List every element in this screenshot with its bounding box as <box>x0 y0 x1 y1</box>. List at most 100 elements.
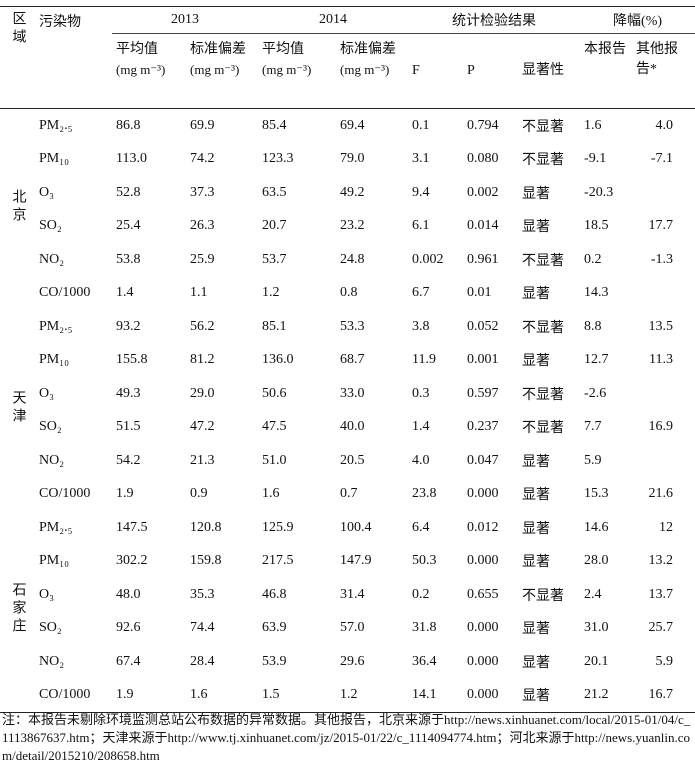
cell-value: 25.9 <box>190 251 215 267</box>
cell-value: 14.6 <box>584 519 609 535</box>
cell-value: 47.2 <box>190 419 215 435</box>
value-cell: 6.1 <box>408 210 463 244</box>
cell-value: 21.3 <box>190 452 215 468</box>
cell-value: 68.7 <box>340 352 365 368</box>
column-name: 平均值 <box>116 42 158 57</box>
value-cell: 0.001 <box>463 344 518 378</box>
group-label: 降幅(%) <box>613 14 663 29</box>
value-cell: 33.0 <box>336 377 408 411</box>
value-cell: 不显著 <box>518 109 580 143</box>
table-body: 北京 PM₂.₅ 86.8 69.9 85.4 69.4 0.1 0.794 不显著 1.6 4.0… <box>0 109 695 713</box>
cell-value: 93.2 <box>116 318 141 334</box>
cell-value: 0.8 <box>340 285 358 301</box>
pollutant-name: O₃ <box>39 184 54 200</box>
pollutant-name: NO₂ <box>39 251 65 267</box>
value-cell: 17.7 <box>632 210 695 244</box>
value-cell: 16.7 <box>632 678 695 713</box>
cell-value: 20.7 <box>262 218 287 234</box>
header-row: 区域 污染物 2013 2014 统计检验结果 降幅(%) <box>0 6 695 109</box>
pollutant-cell: O₃ <box>35 377 112 411</box>
cell-value: 29.6 <box>340 653 365 669</box>
value-cell: 31.8 <box>408 612 463 646</box>
table-row: SO₂ 92.6 74.4 63.9 57.0 31.8 0.000 显著 31.0 25.7 <box>0 612 695 646</box>
table-row: O₃ 49.3 29.0 50.6 33.0 0.3 0.597 不显著 -2.6 <box>0 377 695 411</box>
column-header: 标准偏差 (mg m⁻³) <box>186 34 258 109</box>
value-cell: 显著 <box>518 344 580 378</box>
cell-value: 不显著 <box>522 387 564 403</box>
column-name: 标准偏差 <box>190 42 246 57</box>
pollutant-name: NO₂ <box>39 452 65 468</box>
value-cell: 1.2 <box>336 678 408 713</box>
cell-value: 48.0 <box>116 586 141 602</box>
cell-value: 0.000 <box>467 687 499 703</box>
value-cell: 50.6 <box>258 377 336 411</box>
value-cell: 0.8 <box>336 277 408 311</box>
value-cell: 86.8 <box>112 109 186 143</box>
value-cell: -1.3 <box>632 243 695 277</box>
cell-value: 9.4 <box>412 184 430 200</box>
cell-value: 7.7 <box>584 419 602 435</box>
value-cell: 1.6 <box>580 109 632 143</box>
cell-value: 25.4 <box>116 218 141 234</box>
value-cell: 24.8 <box>336 243 408 277</box>
pollutant-cell: SO₂ <box>35 612 112 646</box>
value-cell: 14.6 <box>580 511 632 545</box>
value-cell: 7.7 <box>580 411 632 445</box>
value-cell: 1.6 <box>258 478 336 512</box>
cell-value: 100.4 <box>340 519 372 535</box>
value-cell: 1.9 <box>112 678 186 713</box>
cell-value: 4.0 <box>412 452 430 468</box>
value-cell: 54.2 <box>112 444 186 478</box>
value-cell: 13.7 <box>632 578 695 612</box>
value-cell: 显著 <box>518 545 580 579</box>
cell-value: 21.6 <box>648 486 674 502</box>
pollutant-name: SO₂ <box>39 218 62 234</box>
pollutant-cell: SO₂ <box>35 411 112 445</box>
value-cell: 0.9 <box>186 478 258 512</box>
cell-value: 0.002 <box>467 184 499 200</box>
cell-value: 35.3 <box>190 586 215 602</box>
value-cell: 显著 <box>518 678 581 713</box>
cell-value: 0.3 <box>412 385 430 401</box>
value-cell: 53.9 <box>258 645 336 679</box>
pollutant-header: 污染物 <box>39 15 81 30</box>
value-cell: 147.5 <box>112 511 186 545</box>
value-cell: 1.6 <box>186 678 258 713</box>
table-row: CO/1000 1.4 1.1 1.2 0.8 6.7 0.01 显著 14.3 <box>0 277 695 311</box>
table-row: PM₁₀ 155.8 81.2 136.0 68.7 11.9 0.001 显著 12.7 11.… <box>0 344 695 378</box>
value-cell: 0.002 <box>463 176 518 210</box>
pollutant-name: PM₁₀ <box>39 352 69 368</box>
group-label: 统计检验结果 <box>452 14 537 29</box>
column-unit: (mg m⁻³) <box>190 62 240 77</box>
table-row: CO/1000 1.9 0.9 1.6 0.7 23.8 0.000 显著 15.3 21.6 <box>0 478 695 512</box>
value-cell: 81.2 <box>186 344 258 378</box>
cell-value: 36.4 <box>412 653 437 669</box>
value-cell: 5.9 <box>632 645 695 679</box>
cell-value: 302.2 <box>116 553 148 569</box>
region-label: 石家庄 <box>10 582 26 636</box>
cell-value: 0.047 <box>467 452 499 468</box>
value-cell: 13.2 <box>632 545 695 579</box>
pollutant-cell: PM₂.₅ <box>35 109 112 143</box>
cell-value: 15.3 <box>584 486 609 502</box>
value-cell: 26.3 <box>186 210 258 244</box>
value-cell: 0.000 <box>463 678 518 713</box>
value-cell: 0.052 <box>463 310 518 344</box>
value-cell: 49.2 <box>336 176 408 210</box>
cell-value: 6.4 <box>412 519 430 535</box>
pollutant-name: SO₂ <box>39 419 62 435</box>
cell-value: 0.014 <box>467 218 499 234</box>
value-cell: 85.4 <box>258 109 336 143</box>
value-cell: 4.0 <box>408 444 463 478</box>
column-header: F <box>408 34 463 109</box>
cell-value: -20.3 <box>584 184 614 200</box>
column-name: 其他报告* <box>636 42 679 77</box>
value-cell: 217.5 <box>258 545 336 579</box>
cell-value: 显著 <box>522 689 550 705</box>
value-cell: 不显著 <box>518 411 580 445</box>
column-name: 标准偏差 <box>340 42 396 57</box>
group-label: 2013 <box>171 12 199 27</box>
cell-value: 67.4 <box>116 653 141 669</box>
cell-value: 0.2 <box>412 586 430 602</box>
value-cell: 74.4 <box>186 612 258 646</box>
